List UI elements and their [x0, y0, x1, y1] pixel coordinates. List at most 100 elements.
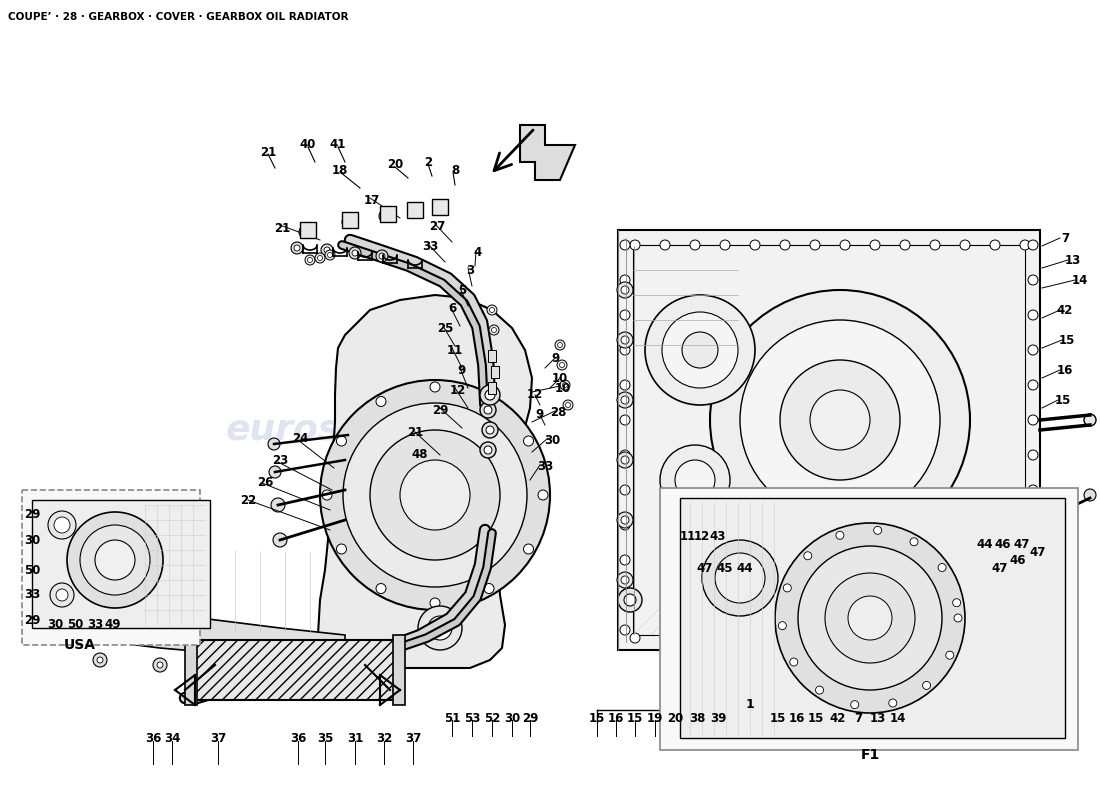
Circle shape: [810, 390, 870, 450]
Text: 12: 12: [450, 383, 466, 397]
Circle shape: [889, 699, 896, 707]
Circle shape: [1084, 489, 1096, 501]
Circle shape: [268, 438, 280, 450]
Text: 15: 15: [1059, 334, 1075, 346]
Circle shape: [304, 224, 312, 232]
Circle shape: [563, 400, 573, 410]
Text: 29: 29: [432, 403, 448, 417]
Bar: [632, 245, 1025, 635]
Circle shape: [660, 633, 670, 643]
Text: 41: 41: [330, 138, 346, 151]
Bar: [195, 640, 395, 700]
Circle shape: [352, 250, 358, 256]
Text: 15: 15: [770, 711, 786, 725]
Circle shape: [376, 250, 388, 262]
Circle shape: [617, 392, 632, 408]
Text: 47: 47: [992, 562, 1009, 574]
Text: 50: 50: [67, 618, 84, 631]
Circle shape: [321, 244, 333, 256]
Circle shape: [320, 380, 550, 610]
Circle shape: [618, 588, 642, 612]
Circle shape: [621, 576, 629, 584]
Circle shape: [1028, 310, 1038, 320]
Text: 5: 5: [458, 283, 466, 297]
Circle shape: [273, 533, 287, 547]
Text: 29: 29: [24, 509, 41, 522]
Bar: [22, 490, 200, 645]
Circle shape: [620, 310, 630, 320]
Circle shape: [710, 290, 970, 550]
Circle shape: [557, 360, 566, 370]
Circle shape: [538, 490, 548, 500]
Bar: [680, 498, 1065, 738]
Circle shape: [342, 216, 354, 228]
Text: 11: 11: [680, 530, 696, 543]
Circle shape: [715, 553, 764, 603]
Circle shape: [620, 275, 630, 285]
Text: 13: 13: [1065, 254, 1081, 266]
Circle shape: [524, 544, 534, 554]
Text: 30: 30: [543, 434, 560, 446]
Circle shape: [524, 436, 534, 446]
Circle shape: [565, 402, 571, 407]
Circle shape: [750, 633, 760, 643]
Bar: [407, 202, 424, 218]
Text: 48: 48: [411, 449, 428, 462]
Circle shape: [900, 240, 910, 250]
Circle shape: [480, 402, 496, 418]
Text: 22: 22: [240, 494, 256, 506]
Circle shape: [960, 240, 970, 250]
Text: 37: 37: [405, 733, 421, 746]
Circle shape: [810, 633, 820, 643]
Circle shape: [430, 382, 440, 392]
Circle shape: [624, 594, 636, 606]
Circle shape: [292, 242, 302, 254]
Circle shape: [645, 295, 755, 405]
Text: 33: 33: [24, 589, 40, 602]
Circle shape: [620, 345, 630, 355]
Circle shape: [480, 442, 496, 458]
Circle shape: [277, 667, 283, 673]
Bar: [393, 635, 405, 705]
Text: 7: 7: [854, 711, 862, 725]
Circle shape: [213, 661, 227, 675]
Text: 50: 50: [24, 563, 41, 577]
Circle shape: [720, 633, 730, 643]
Text: 33: 33: [87, 618, 103, 631]
Circle shape: [617, 452, 632, 468]
Circle shape: [790, 658, 798, 666]
Circle shape: [411, 204, 419, 212]
Circle shape: [617, 512, 632, 528]
Text: 43: 43: [710, 530, 726, 543]
Bar: [660, 488, 1078, 750]
Text: 10: 10: [554, 382, 571, 394]
Bar: [300, 222, 316, 238]
Text: 34: 34: [164, 733, 180, 746]
Circle shape: [94, 653, 107, 667]
Text: 25: 25: [437, 322, 453, 334]
Bar: [379, 206, 396, 222]
Circle shape: [810, 240, 820, 250]
Text: 31: 31: [346, 733, 363, 746]
Text: 12: 12: [694, 530, 711, 543]
Circle shape: [1028, 415, 1038, 425]
Circle shape: [740, 320, 940, 520]
Bar: [618, 230, 1040, 650]
Text: 9: 9: [536, 409, 544, 422]
Circle shape: [779, 622, 786, 630]
Circle shape: [620, 450, 630, 460]
Text: F1: F1: [860, 748, 880, 762]
Circle shape: [484, 406, 492, 414]
Circle shape: [379, 253, 385, 259]
Circle shape: [910, 538, 918, 546]
Text: 8: 8: [451, 163, 459, 177]
Text: 47: 47: [1014, 538, 1031, 551]
Circle shape: [560, 362, 564, 367]
Circle shape: [930, 633, 940, 643]
Circle shape: [690, 633, 700, 643]
Circle shape: [1028, 555, 1038, 565]
Text: 36: 36: [289, 733, 306, 746]
Circle shape: [490, 325, 499, 335]
Circle shape: [825, 573, 915, 663]
Text: 44: 44: [977, 538, 993, 551]
